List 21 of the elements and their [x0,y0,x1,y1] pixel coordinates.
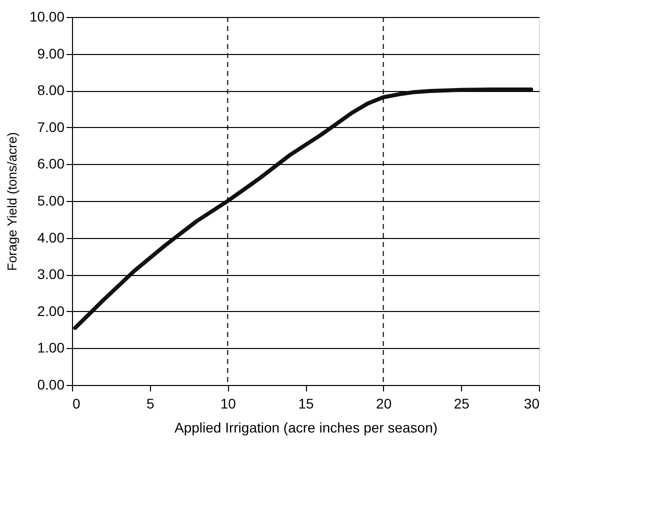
y-tick-label: 7.00 [37,118,65,135]
y-tick-label: 5.00 [37,192,65,208]
y-tick-label: 10.00 [29,8,65,24]
y-tick-label: 3.00 [37,266,65,282]
x-axis-title: Applied Irrigation (acre inches per season) [174,420,438,436]
y-axis-title: Forage Yield (tons/acre) [4,132,20,271]
line-series [73,87,534,330]
x-tick-label: 25 [454,396,470,412]
x-tick-label: 20 [376,396,392,412]
y-tick-label: 4.00 [37,229,65,246]
y-tick-label: 6.00 [37,156,65,172]
y-tick-label: 9.00 [37,45,65,62]
x-tick-label: 15 [298,396,314,412]
y-tick-label: 8.00 [37,82,65,98]
x-tick-label: 30 [524,396,540,412]
x-tick-label: 10 [220,396,236,412]
y-tick-label: 1.00 [37,340,65,356]
x-tick-label: 0 [72,396,80,412]
y-tick-label: 0.00 [37,376,65,392]
x-tick-label: 5 [146,396,154,412]
y-tick-label: 2.00 [37,302,65,319]
